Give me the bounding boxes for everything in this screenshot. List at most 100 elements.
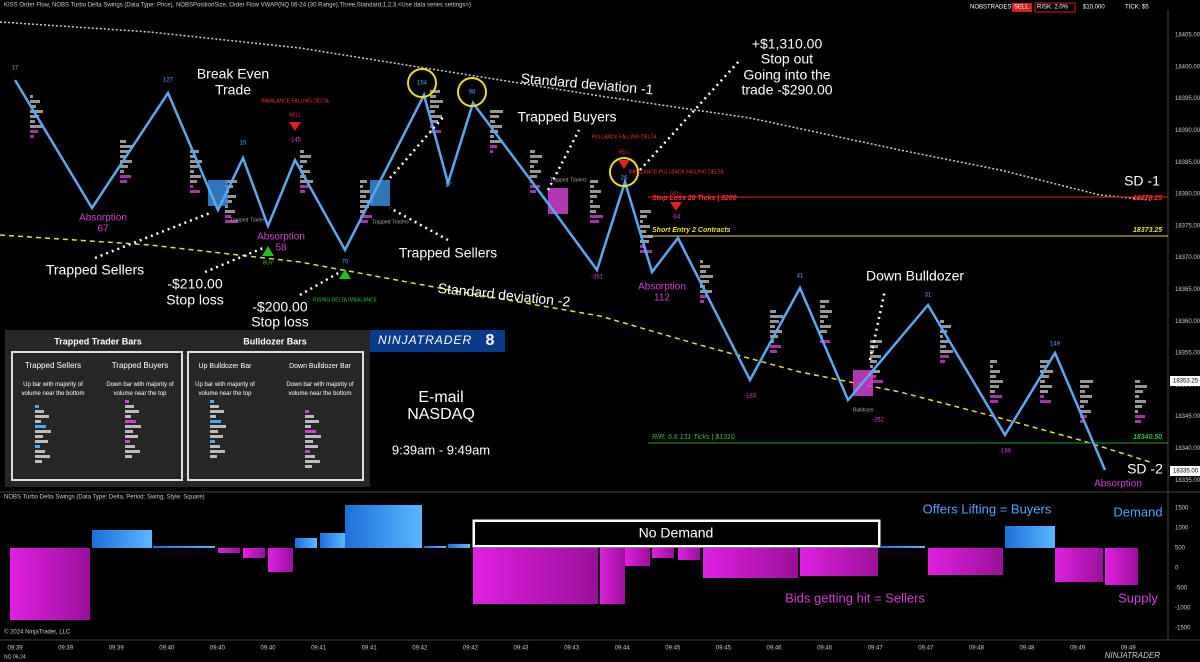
time-label: 09:43 bbox=[564, 646, 580, 652]
profile-row bbox=[590, 200, 593, 203]
legend-profile bbox=[125, 415, 131, 418]
legend-profile bbox=[35, 450, 45, 453]
profile-row bbox=[190, 155, 195, 158]
time-label: 09:40 bbox=[260, 646, 276, 652]
profile-row bbox=[530, 155, 542, 158]
signal-label: SELL bbox=[670, 191, 682, 197]
pane-annotation: Bids getting hit = Sellers bbox=[785, 590, 925, 605]
legend-profile bbox=[35, 430, 51, 433]
time-label: 09:39 bbox=[7, 646, 23, 652]
legend-profile bbox=[35, 440, 48, 443]
delta-bar bbox=[625, 548, 650, 566]
price-axis-label: 18340.00 bbox=[1175, 446, 1200, 452]
price-axis-label: 18370.00 bbox=[1175, 255, 1200, 261]
delta-bar bbox=[295, 538, 317, 548]
legend-desc: Up bar with majority of volume near the b… bbox=[21, 382, 84, 397]
profile-row bbox=[190, 165, 198, 168]
signal-label: RISING DELTA IMBALANCE bbox=[313, 297, 378, 303]
profile-row bbox=[530, 165, 534, 168]
profile-row bbox=[490, 120, 495, 123]
instrument: NQ 06-24 bbox=[4, 654, 26, 660]
profile-row bbox=[640, 245, 645, 248]
profile-row bbox=[820, 310, 832, 313]
highlight-circle bbox=[609, 157, 639, 187]
annotation: Trapped Sellers bbox=[399, 245, 497, 261]
legend-profile bbox=[210, 430, 218, 433]
delta-bar bbox=[218, 548, 240, 553]
legend-profile bbox=[305, 455, 315, 458]
annotation: Stop loss bbox=[166, 292, 224, 308]
profile-row bbox=[1135, 385, 1147, 388]
profile-row bbox=[870, 370, 880, 373]
profile-row bbox=[640, 240, 649, 243]
profile-row bbox=[770, 310, 776, 313]
profile-row bbox=[225, 210, 235, 213]
swing-label: -188 bbox=[999, 449, 1012, 455]
swing-label: -183 bbox=[744, 394, 757, 400]
legend-profile bbox=[125, 440, 130, 443]
legend-profile bbox=[125, 445, 135, 448]
delta-bar bbox=[92, 530, 152, 548]
signal-label: IMBALANCE PULLBACK FALLING DELTA bbox=[628, 169, 724, 175]
delta-bar bbox=[1005, 526, 1055, 548]
profile-row bbox=[1135, 390, 1143, 393]
profile-row bbox=[640, 225, 650, 228]
profile-row bbox=[640, 235, 653, 238]
legend-profile bbox=[210, 415, 216, 418]
legend-box bbox=[11, 351, 183, 481]
delta-axis-label: -1500 bbox=[1175, 626, 1191, 632]
signal-label: BUY bbox=[263, 260, 274, 266]
profile-row bbox=[990, 400, 998, 403]
annotation: Break Even bbox=[197, 66, 269, 82]
profile-row bbox=[430, 100, 443, 103]
profile-row bbox=[940, 325, 951, 328]
profile-row bbox=[870, 340, 882, 343]
time-label: 09:46 bbox=[766, 646, 782, 652]
time-label: 09:40 bbox=[159, 646, 175, 652]
legend-profile bbox=[125, 430, 133, 433]
swing-line bbox=[13, 79, 1107, 471]
price-axis-label: 18395.00 bbox=[1175, 96, 1200, 102]
swing-label: 26 bbox=[621, 176, 628, 182]
signal-label: PULLBACK FALLING DELTA bbox=[592, 134, 658, 140]
legend-profile bbox=[35, 415, 49, 418]
annotation: Trapped Sellers bbox=[46, 262, 144, 278]
time-label: 09:46 bbox=[817, 646, 833, 652]
time-label: 09:48 bbox=[969, 646, 985, 652]
annotation: 9:39am - 9:49am bbox=[392, 442, 490, 457]
profile-row bbox=[30, 105, 36, 108]
bar-tag: Trapped Traders bbox=[550, 177, 587, 183]
volume-profiles bbox=[30, 90, 1147, 423]
profile-row bbox=[430, 90, 440, 93]
annotation: Trapped Buyers bbox=[517, 109, 616, 125]
profile-row bbox=[700, 260, 703, 263]
signal-label: SELL bbox=[289, 112, 301, 118]
swing-label: 41 bbox=[797, 274, 804, 280]
legend-line: Down bar with majority of bbox=[286, 382, 354, 388]
profile-row bbox=[30, 130, 38, 133]
legend-profile bbox=[125, 405, 134, 408]
profile-row bbox=[225, 215, 231, 218]
profile-row bbox=[1135, 380, 1140, 383]
profile-row bbox=[120, 165, 128, 168]
profile-row bbox=[120, 150, 129, 153]
sell-button[interactable] bbox=[1012, 3, 1032, 12]
profile-row bbox=[120, 175, 131, 178]
profile-row bbox=[940, 345, 946, 348]
profile-row bbox=[490, 140, 501, 143]
profile-row bbox=[1135, 405, 1142, 408]
legend-profile bbox=[125, 450, 140, 453]
profile-row bbox=[1135, 410, 1138, 413]
profile-row bbox=[1080, 385, 1089, 388]
profile-row bbox=[770, 345, 781, 348]
profile-row bbox=[1080, 410, 1091, 413]
swing-label: 31 bbox=[925, 293, 932, 299]
no-demand: No Demand bbox=[639, 525, 714, 541]
profile-row bbox=[225, 200, 232, 203]
price-tag bbox=[1170, 376, 1200, 386]
profile-row bbox=[640, 215, 647, 218]
delta-bar bbox=[600, 548, 625, 604]
annotation: Trade bbox=[215, 82, 251, 98]
profile-row bbox=[1080, 380, 1093, 383]
profile-row bbox=[1040, 375, 1049, 378]
